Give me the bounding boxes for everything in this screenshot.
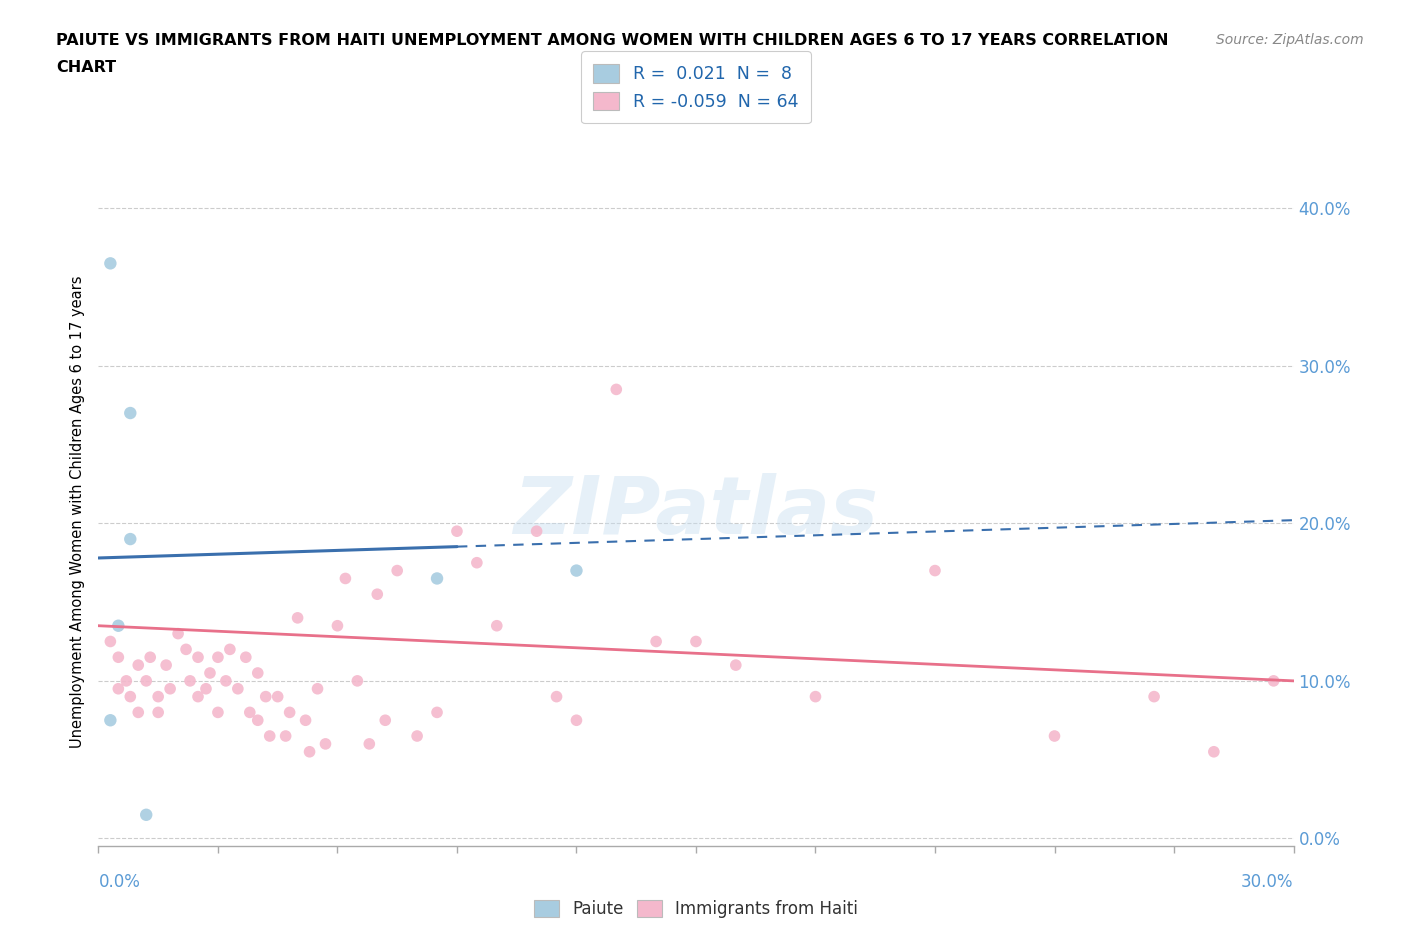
Point: [239, 705, 262, 720]
Point: [1263, 673, 1285, 688]
Point: [135, 807, 157, 822]
Point: [326, 618, 349, 633]
Point: [215, 673, 238, 688]
Point: [120, 405, 142, 420]
Point: [645, 634, 668, 649]
Point: [107, 682, 129, 697]
Y-axis label: Unemployment Among Women with Children Ages 6 to 17 years: Unemployment Among Women with Children A…: [70, 275, 86, 748]
Point: [426, 571, 449, 586]
Point: [426, 705, 449, 720]
Point: [298, 744, 321, 759]
Point: [465, 555, 488, 570]
Point: [294, 712, 316, 727]
Point: [120, 532, 142, 547]
Point: [446, 524, 468, 538]
Point: [685, 634, 707, 649]
Point: [226, 682, 249, 697]
Point: [385, 564, 409, 578]
Point: [335, 571, 357, 586]
Point: [100, 712, 122, 727]
Point: [100, 256, 122, 271]
Text: 30.0%: 30.0%: [1241, 873, 1294, 891]
Point: [924, 564, 946, 578]
Point: [406, 728, 429, 743]
Point: [274, 728, 297, 743]
Point: [127, 705, 149, 720]
Point: [207, 650, 229, 665]
Point: [724, 658, 747, 672]
Point: [346, 673, 368, 688]
Text: Source: ZipAtlas.com: Source: ZipAtlas.com: [1216, 33, 1364, 46]
Point: [107, 618, 129, 633]
Point: [1143, 689, 1166, 704]
Point: [174, 642, 197, 657]
Point: [107, 650, 129, 665]
Point: [139, 650, 162, 665]
Point: [219, 642, 242, 657]
Point: [207, 705, 229, 720]
Point: [366, 587, 388, 602]
Point: [485, 618, 508, 633]
Point: [359, 737, 381, 751]
Point: [100, 634, 122, 649]
Point: [187, 650, 209, 665]
Point: [259, 728, 281, 743]
Point: [1043, 728, 1066, 743]
Point: [148, 705, 170, 720]
Point: [120, 689, 142, 704]
Legend: Paiute, Immigrants from Haiti: Paiute, Immigrants from Haiti: [527, 894, 865, 925]
Point: [804, 689, 827, 704]
Point: [195, 682, 218, 697]
Point: [287, 610, 309, 625]
Text: ZIPatlas: ZIPatlas: [513, 472, 879, 551]
Point: [278, 705, 301, 720]
Point: [235, 650, 257, 665]
Text: PAIUTE VS IMMIGRANTS FROM HAITI UNEMPLOYMENT AMONG WOMEN WITH CHILDREN AGES 6 TO: PAIUTE VS IMMIGRANTS FROM HAITI UNEMPLOY…: [56, 33, 1168, 47]
Point: [565, 712, 588, 727]
Point: [307, 682, 329, 697]
Point: [148, 689, 170, 704]
Point: [135, 673, 157, 688]
Point: [187, 689, 209, 704]
Point: [254, 689, 277, 704]
Point: [1202, 744, 1225, 759]
Text: 0.0%: 0.0%: [98, 873, 141, 891]
Point: [267, 689, 290, 704]
Point: [605, 382, 627, 397]
Point: [159, 682, 181, 697]
Point: [167, 626, 190, 641]
Point: [526, 524, 548, 538]
Point: [115, 673, 138, 688]
Point: [565, 564, 588, 578]
Text: CHART: CHART: [56, 60, 117, 75]
Point: [246, 666, 269, 681]
Point: [179, 673, 201, 688]
Point: [546, 689, 568, 704]
Point: [155, 658, 177, 672]
Point: [127, 658, 149, 672]
Point: [246, 712, 269, 727]
Point: [315, 737, 337, 751]
Point: [374, 712, 396, 727]
Point: [198, 666, 221, 681]
